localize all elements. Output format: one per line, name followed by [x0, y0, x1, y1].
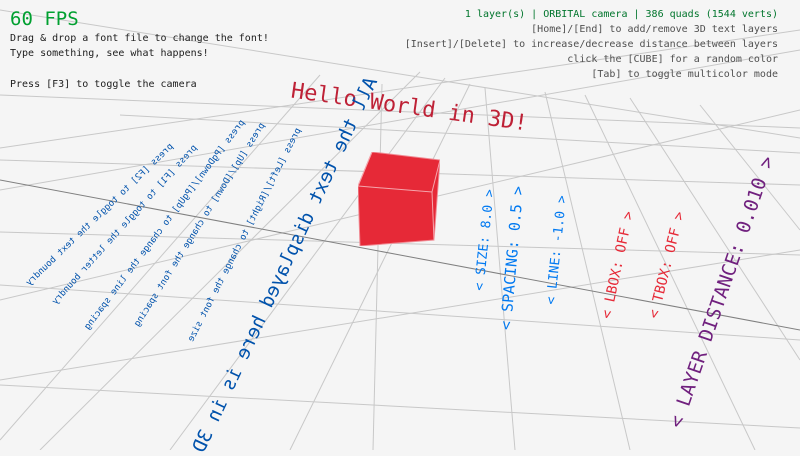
control-multicolor: [Tab] to toggle multicolor mode [591, 69, 778, 80]
status-line: 1 layer(s) | ORBITAL camera | 386 quads … [464, 9, 778, 20]
help-type: Type something, see what happens! [10, 48, 209, 59]
control-distance: [Insert]/[Delete] to increase/decrease d… [404, 39, 778, 50]
help-drag-drop: Drag & drop a font file to change the fo… [10, 33, 269, 44]
fps-counter: 60 FPS [10, 8, 79, 30]
cube[interactable] [358, 152, 440, 246]
control-cube: click the [CUBE] for a random color [567, 54, 778, 65]
help-camera: Press [F3] to toggle the camera [10, 79, 197, 90]
control-layers: [Home]/[End] to add/remove 3D text layer… [531, 24, 778, 35]
